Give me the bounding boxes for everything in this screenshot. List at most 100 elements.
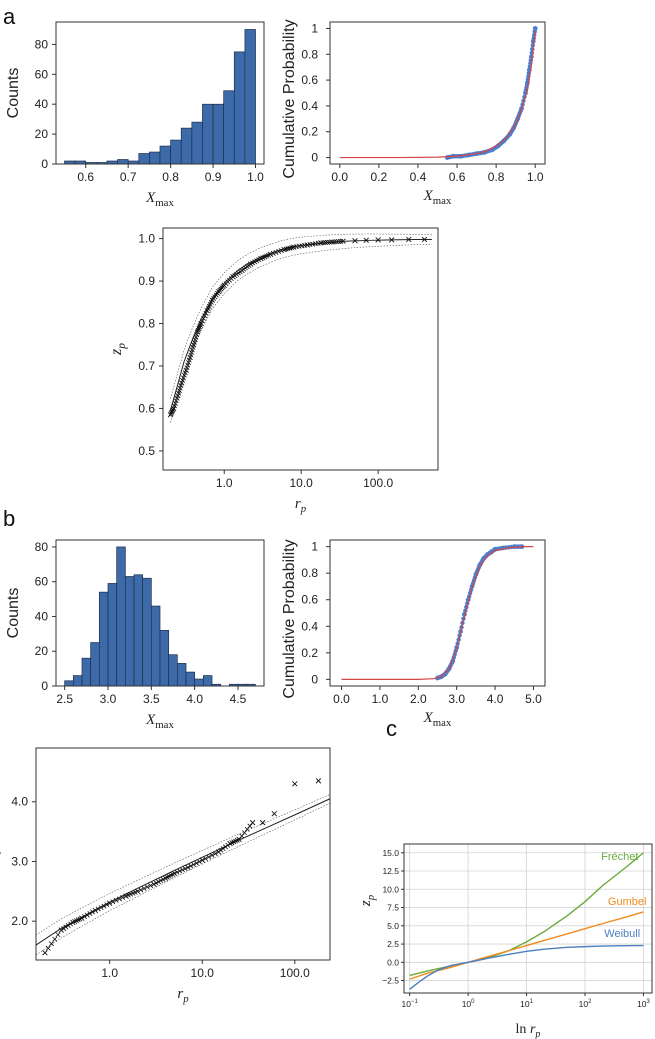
observation-marker <box>106 900 113 906</box>
observation-marker <box>158 878 164 884</box>
series-line-weibull <box>409 944 644 990</box>
panel-label-b: b <box>3 506 15 531</box>
b-hist-frame <box>55 539 265 687</box>
observation-marker <box>138 887 144 893</box>
observation-marker <box>116 896 122 902</box>
x-tick-label: 0.8 <box>162 170 179 184</box>
panel-label-a: a <box>3 4 16 29</box>
observation-marker <box>169 409 175 415</box>
x-tick-label: 0.4 <box>410 170 427 184</box>
histogram-bar <box>142 577 152 687</box>
x-axis-title: Xmax <box>423 710 452 729</box>
y-tick-label: 7.5 <box>387 903 399 913</box>
observation-marker <box>236 836 242 843</box>
observation-marker <box>186 357 192 363</box>
observation-marker <box>218 847 224 853</box>
observation-marker <box>220 846 226 852</box>
observation-marker <box>259 819 266 826</box>
observation-marker <box>87 911 93 917</box>
observation-marker <box>182 866 188 872</box>
observation-marker <box>215 849 222 855</box>
observation-marker <box>227 840 233 847</box>
x-axis-title-var: r <box>177 986 183 1002</box>
histogram-bar <box>212 103 225 165</box>
y-axis-title-sub: p <box>365 894 377 901</box>
observation-marker <box>228 276 234 282</box>
y-tick-label: 0 <box>311 672 318 686</box>
observation-marker <box>302 242 308 248</box>
x-tick-label: 5.0 <box>525 692 542 706</box>
x-axis-title: rp <box>295 496 307 515</box>
y-tick-label: 0.0 <box>387 957 399 967</box>
observation-marker <box>42 950 48 956</box>
y-tick-label: 20 <box>35 127 49 141</box>
y-tick-label: 3.0 <box>11 854 28 868</box>
y-tick-label: 40 <box>35 97 49 111</box>
y-tick-label: 1.0 <box>138 232 155 246</box>
observation-marker <box>202 313 208 319</box>
y-tick-label: −2.5 <box>382 976 399 986</box>
histogram-bar <box>124 576 135 687</box>
histogram-bar <box>176 663 187 687</box>
x-tick-label: 0.6 <box>449 170 466 184</box>
series-label: Weibull <box>604 928 640 940</box>
observation-marker <box>194 332 200 338</box>
confidence-band-line <box>35 794 331 936</box>
tick-exponent: 1 <box>530 999 534 1005</box>
histogram-bar <box>90 642 100 687</box>
histogram-bar <box>194 678 204 687</box>
observation-marker <box>375 237 381 243</box>
x-axis-title: rp <box>177 986 189 1005</box>
observation-marker <box>234 837 240 843</box>
observation-marker <box>239 833 245 839</box>
y-tick-label: 2.0 <box>11 914 28 928</box>
x-axis-title-sub: max <box>155 197 174 209</box>
observation-marker <box>160 876 166 882</box>
observation-marker <box>174 395 180 401</box>
y-tick-label: 1 <box>311 540 318 554</box>
y-tick-label: 80 <box>35 540 49 554</box>
y-axis-title: Counts <box>5 588 22 639</box>
observation-marker <box>190 344 196 350</box>
observation-marker <box>315 240 321 246</box>
observation-marker <box>203 310 209 316</box>
observation-marker <box>77 916 83 922</box>
observation-marker <box>363 237 369 244</box>
histogram-bar <box>180 127 193 165</box>
observation-marker <box>141 885 147 891</box>
observation-marker <box>153 880 159 886</box>
y-tick-label: 40 <box>35 609 49 623</box>
observation-marker <box>84 912 90 918</box>
observation-marker <box>271 810 277 817</box>
observation-marker <box>212 851 218 857</box>
observation-marker <box>406 236 412 243</box>
observation-marker <box>52 936 58 942</box>
observation-marker <box>222 844 228 850</box>
y-axis-title: zp <box>358 894 377 907</box>
y-axis-title-sub: p <box>0 848 1 855</box>
x-axis-title: Xmax <box>145 190 174 209</box>
confidence-band-line <box>170 243 432 423</box>
y-tick-label: 60 <box>35 67 49 81</box>
x-tick-label: 3.5 <box>143 692 160 706</box>
histogram-bar <box>138 153 150 165</box>
y-tick-label: 0.5 <box>138 444 155 458</box>
observation-marker <box>292 781 298 787</box>
observation-marker <box>177 868 183 874</box>
x-tick-label: 0.8 <box>488 170 505 184</box>
b-cdf-frame <box>329 539 546 687</box>
observation-marker <box>132 889 138 895</box>
histogram-bar <box>233 51 246 165</box>
observation-marker <box>110 899 116 905</box>
observation-marker <box>270 250 276 256</box>
y-axis-title: Counts <box>5 68 22 119</box>
x-tick-label: 0.0 <box>331 170 348 184</box>
tick-exponent: 3 <box>647 999 651 1005</box>
observation-marker <box>168 411 174 417</box>
observation-marker <box>289 245 295 251</box>
c-frame <box>403 843 653 994</box>
observation-marker <box>201 315 206 321</box>
observation-marker <box>45 945 51 951</box>
